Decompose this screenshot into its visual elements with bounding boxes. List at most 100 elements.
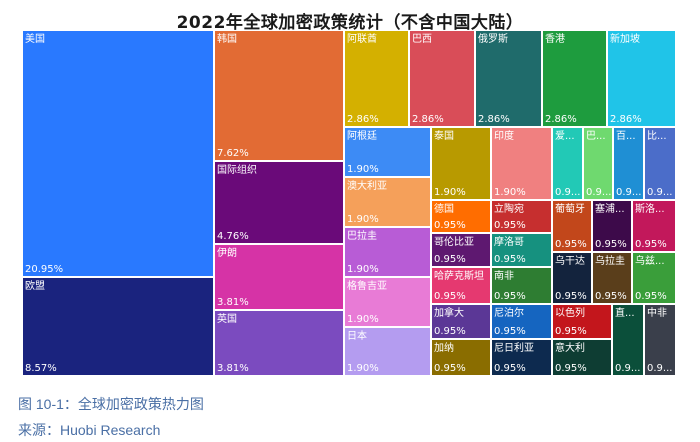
treemap-cell: 阿联酋 2.86% xyxy=(344,30,409,127)
treemap-cell: 意大利 0.95% xyxy=(552,339,612,376)
treemap-cell-label: 哈萨克斯坦 xyxy=(434,271,484,282)
treemap-cell: 乌干达 0.95% xyxy=(552,252,592,304)
treemap-cell-value: 0.95% xyxy=(434,326,466,337)
treemap-cell-label: 塞浦... xyxy=(595,204,625,215)
treemap-cell-value: 1.90% xyxy=(347,314,379,325)
treemap-cell-value: 8.57% xyxy=(25,363,57,374)
treemap-cell-label: 俄罗斯 xyxy=(478,34,508,45)
treemap-cell-label: 格鲁吉亚 xyxy=(347,281,387,292)
treemap-cell-value: 0.95% xyxy=(434,254,466,265)
treemap-cell-label: 斯洛... xyxy=(635,204,665,215)
treemap-cell-label: 英国 xyxy=(217,314,237,325)
treemap-cell-label: 哥伦比亚 xyxy=(434,237,474,248)
treemap-cell-label: 欧盟 xyxy=(25,281,45,292)
treemap-cell-value: 7.62% xyxy=(217,148,249,159)
treemap-cell: 英国 3.81% xyxy=(214,310,344,376)
treemap-cell-value: 0.95% xyxy=(555,363,587,374)
treemap-cell-label: 巴... xyxy=(586,131,606,142)
treemap-cell-label: 加拿大 xyxy=(434,308,464,319)
treemap-cell-value: 0.95% xyxy=(434,363,466,374)
treemap-cell: 尼泊尔 0.95% xyxy=(491,304,552,339)
treemap-cell-label: 阿联酋 xyxy=(347,34,377,45)
treemap-cell: 泰国 1.90% xyxy=(431,127,491,200)
treemap-cell-label: 巴西 xyxy=(412,34,432,45)
treemap-cell: 爱... 0.9... xyxy=(552,127,583,200)
treemap-cell: 百... 0.9... xyxy=(613,127,644,200)
treemap-cell-label: 乌干达 xyxy=(555,256,585,267)
treemap-cell-value: 0.95% xyxy=(635,239,667,250)
figure-source: 来源：Huobi Research xyxy=(18,422,161,438)
treemap-cell: 乌拉圭 0.95% xyxy=(592,252,632,304)
treemap-cell-label: 乌拉圭 xyxy=(595,256,625,267)
treemap-cell-value: 1.90% xyxy=(347,264,379,275)
treemap-cell: 香港 2.86% xyxy=(542,30,607,127)
treemap-cell-value: 0.95% xyxy=(555,239,587,250)
treemap-cell: 哈萨克斯坦 0.95% xyxy=(431,267,491,304)
treemap-cell: 国际组织 4.76% xyxy=(214,161,344,244)
treemap-cell-value: 0.9... xyxy=(615,363,641,374)
treemap-cell-value: 0.95% xyxy=(635,291,667,302)
treemap-cell-value: 0.95% xyxy=(494,220,526,231)
treemap-cell-value: 0.95% xyxy=(494,254,526,265)
treemap-cell: 乌兹... 0.95% xyxy=(632,252,676,304)
treemap-cell-value: 0.9... xyxy=(555,187,581,198)
treemap-cell-label: 尼日利亚 xyxy=(494,343,534,354)
treemap-cell-value: 1.90% xyxy=(434,187,466,198)
treemap-cell-value: 1.90% xyxy=(494,187,526,198)
treemap-cell: 尼日利亚 0.95% xyxy=(491,339,552,376)
treemap-cell-value: 3.81% xyxy=(217,363,249,374)
treemap-cell-label: 葡萄牙 xyxy=(555,204,585,215)
treemap-cell-label: 意大利 xyxy=(555,343,585,354)
figure-caption: 图 10-1：全球加密政策热力图 xyxy=(18,396,204,412)
treemap-cell-value: 0.95% xyxy=(434,220,466,231)
treemap-cell: 印度 1.90% xyxy=(491,127,552,200)
treemap-cell: 格鲁吉亚 1.90% xyxy=(344,277,431,327)
treemap-cell-label: 国际组织 xyxy=(217,165,257,176)
treemap-cell-value: 0.95% xyxy=(555,291,587,302)
treemap-cell-label: 加纳 xyxy=(434,343,454,354)
treemap-cell: 葡萄牙 0.95% xyxy=(552,200,592,252)
treemap-cell: 日本 1.90% xyxy=(344,327,431,376)
treemap-cell-label: 爱... xyxy=(555,131,575,142)
treemap-cell-value: 1.90% xyxy=(347,164,379,175)
treemap-cell-value: 0.95% xyxy=(494,291,526,302)
treemap-cell-value: 20.95% xyxy=(25,264,64,275)
treemap-cell-label: 新加坡 xyxy=(610,34,640,45)
treemap-cell: 立陶宛 0.95% xyxy=(491,200,552,233)
treemap-cell-label: 印度 xyxy=(494,131,514,142)
treemap-cell: 韩国 7.62% xyxy=(214,30,344,161)
treemap-cell-label: 乌兹... xyxy=(635,256,665,267)
treemap-cell-label: 摩洛哥 xyxy=(494,237,524,248)
treemap-cell: 比... 0.9... xyxy=(644,127,676,200)
treemap-cell-label: 香港 xyxy=(545,34,565,45)
treemap-cell: 伊朗 3.81% xyxy=(214,244,344,310)
treemap-cell-value: 0.95% xyxy=(595,239,627,250)
treemap-cell: 澳大利亚 1.90% xyxy=(344,177,431,227)
treemap-cell-value: 0.9... xyxy=(586,187,612,198)
treemap-cell-value: 2.86% xyxy=(412,114,444,125)
treemap-cell: 巴... 0.9... xyxy=(583,127,613,200)
treemap-cell: 俄罗斯 2.86% xyxy=(475,30,542,127)
treemap-cell-value: 0.9... xyxy=(616,187,642,198)
treemap-cell: 摩洛哥 0.95% xyxy=(491,233,552,267)
treemap-cell-value: 2.86% xyxy=(610,114,642,125)
treemap-cell-label: 德国 xyxy=(434,204,454,215)
treemap-cell-value: 0.9... xyxy=(647,187,673,198)
treemap-cell-label: 伊朗 xyxy=(217,248,237,259)
treemap-cell-label: 比... xyxy=(647,131,667,142)
treemap-cell-value: 0.95% xyxy=(434,291,466,302)
treemap-cell-label: 百... xyxy=(616,131,636,142)
treemap-cell-label: 以色列 xyxy=(555,308,585,319)
treemap-cell: 中非 0.9... xyxy=(644,304,676,376)
treemap-cell-label: 美国 xyxy=(25,34,45,45)
treemap-cell-label: 南非 xyxy=(494,271,514,282)
treemap-cell-value: 0.95% xyxy=(595,291,627,302)
treemap-cell: 德国 0.95% xyxy=(431,200,491,233)
treemap-cell-value: 2.86% xyxy=(478,114,510,125)
treemap-cell-value: 1.90% xyxy=(347,363,379,374)
treemap-cell-label: 阿根廷 xyxy=(347,131,377,142)
treemap-cell-label: 立陶宛 xyxy=(494,204,524,215)
treemap-cell-label: 澳大利亚 xyxy=(347,181,387,192)
treemap-cell-label: 韩国 xyxy=(217,34,237,45)
treemap-cell-value: 4.76% xyxy=(217,231,249,242)
